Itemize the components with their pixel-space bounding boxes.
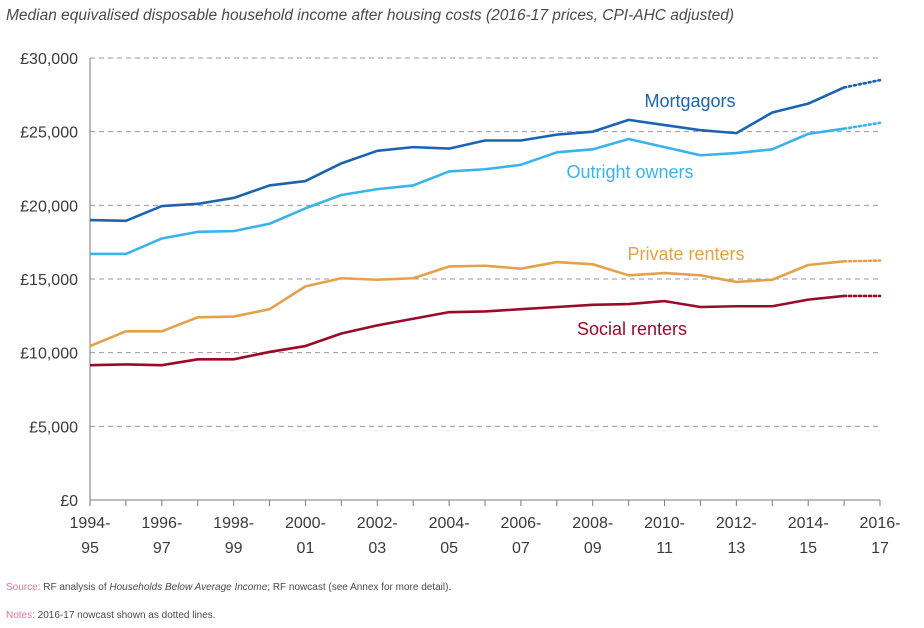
x-tick-label: 2014- [788, 515, 829, 532]
x-tick-label: 2010- [644, 515, 685, 532]
x-tick-label: 2006- [500, 515, 541, 532]
x-tick-label: 1994- [70, 515, 111, 532]
x-tick-label: 2002- [357, 515, 398, 532]
series-labels: Mortgagors Outright owners Private renters… [566, 91, 744, 339]
x-tick-label: 05 [440, 540, 458, 557]
gridlines [90, 57, 880, 427]
x-tick-label: 07 [512, 540, 530, 557]
x-tick-label: 1996- [141, 515, 182, 532]
x-tick-label: 2000- [285, 515, 326, 532]
x-tick-label: 2004- [429, 515, 470, 532]
x-tick-label: 97 [153, 540, 171, 557]
x-tick-label: 09 [584, 540, 602, 557]
notes-text: 2016-17 nowcast shown as dotted lines. [34, 610, 216, 621]
source-title: Households Below Average Income [109, 582, 268, 593]
x-tick-label: 2016- [860, 515, 901, 532]
x-tick-label: 15 [799, 540, 817, 557]
x-tick-label: 95 [81, 540, 99, 557]
nowcast-line [842, 259, 882, 263]
notes-label: Notes: [6, 610, 35, 621]
series-line [90, 127, 845, 256]
x-tick-label: 13 [727, 540, 745, 557]
y-tick-label: £20,000 [20, 198, 78, 215]
source-text: RF analysis of [40, 582, 110, 593]
y-tick-label: £30,000 [20, 51, 78, 68]
x-tick-label: 17 [871, 540, 889, 557]
y-tick-label: £10,000 [20, 346, 78, 363]
nowcast-line [842, 78, 882, 89]
chart-title: Median equivalised disposable household … [6, 7, 735, 24]
axes: £0 £5,000 £10,000 £15,000 £20,000 £25,000 £30,… [20, 51, 900, 557]
y-tick-label: £0 [60, 493, 78, 510]
source-label: Source: [6, 582, 41, 593]
x-tick-label: 11 [656, 540, 673, 557]
series-line [89, 86, 845, 223]
nowcast-line [842, 121, 882, 131]
series-lines [89, 78, 882, 367]
x-tick-label: 2008- [572, 515, 613, 532]
x-tick-label: 99 [225, 540, 243, 557]
x-tick-label: 01 [297, 540, 315, 557]
series-label: Social renters [577, 319, 687, 339]
series-label: Outright owners [566, 162, 693, 182]
x-tick-label: 1998- [213, 515, 254, 532]
series-line [89, 260, 845, 348]
y-tick-label: £15,000 [20, 272, 78, 289]
source-note: Source: RF analysis of Households Below … [6, 582, 451, 593]
x-tick-label: 03 [368, 540, 386, 557]
series-label: Private renters [627, 244, 744, 264]
y-tick-label: £25,000 [20, 125, 78, 142]
series-line [89, 294, 845, 367]
x-tick-label: 2012- [716, 515, 757, 532]
line-chart: £0 £5,000 £10,000 £15,000 £20,000 £25,000 £30,… [20, 51, 900, 557]
series-label: Mortgagors [644, 91, 735, 111]
y-tick-label: £5,000 [29, 419, 78, 436]
notes: Notes: 2016-17 nowcast shown as dotted l… [6, 610, 216, 621]
source-text-end: ; RF nowcast (see Annex for more detail)… [267, 582, 452, 593]
